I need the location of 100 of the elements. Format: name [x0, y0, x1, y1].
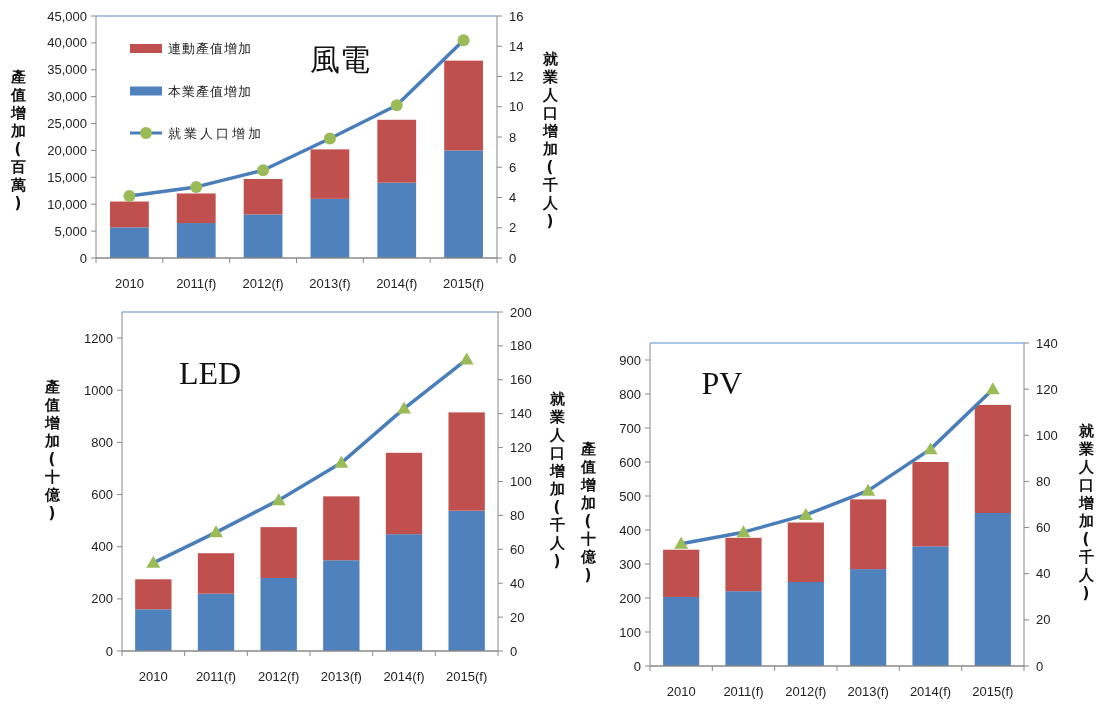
x-tick-label: 2014(f) — [909, 684, 952, 699]
bar — [912, 546, 949, 666]
y2-tick-label: 40 — [510, 575, 525, 591]
y-tick-label: 800 — [91, 434, 113, 450]
y-tick-label: 200 — [619, 590, 641, 606]
y-tick-label: 0 — [633, 658, 641, 674]
y-tick-label: 700 — [619, 420, 641, 436]
y-tick-label: 30,000 — [47, 89, 87, 105]
y2-tick-label: 20 — [1036, 612, 1051, 628]
y2-tick-label: 160 — [510, 372, 532, 388]
x-tick-label: 2010 — [666, 684, 696, 699]
y2-tick-label: 120 — [1036, 381, 1058, 397]
bar — [377, 119, 417, 183]
y-tick-label: 400 — [619, 522, 641, 538]
bar — [176, 223, 216, 258]
bar — [850, 569, 887, 666]
y2-tick-label: 0 — [509, 250, 517, 266]
bar — [663, 596, 700, 666]
x-tick-label: 2010 — [138, 669, 168, 684]
y2-tick-label: 100 — [510, 474, 532, 490]
y2-tick-label: 2 — [509, 220, 517, 236]
y-tick-label: 300 — [619, 556, 641, 572]
x-tick-label: 2012(f) — [258, 669, 300, 684]
bar — [663, 549, 700, 597]
bar — [110, 227, 149, 258]
bar — [385, 452, 423, 535]
bar — [787, 522, 824, 583]
x-tick-label: 2012(f) — [242, 276, 284, 291]
y-tick-label: 900 — [619, 352, 641, 368]
x-tick-label: 2012(f) — [785, 684, 827, 699]
y-tick-label: 600 — [91, 487, 113, 503]
y2-tick-label: 6 — [509, 159, 517, 175]
legend-label: 本業產值增加 — [168, 83, 252, 99]
bar — [974, 404, 1011, 513]
y2-tick-label: 60 — [510, 541, 525, 557]
bar — [135, 579, 172, 610]
y-tick-label: 25,000 — [47, 116, 87, 132]
y2-tick-label: 0 — [510, 643, 518, 659]
y2-tick-label: 0 — [1036, 658, 1044, 674]
y-tick-label: 45,000 — [47, 8, 87, 24]
y-axis-title: 產值增加(十億) — [43, 377, 61, 522]
bar — [725, 537, 762, 592]
x-tick-label: 2011(f) — [195, 669, 237, 684]
x-tick-label: 2015(f) — [972, 684, 1014, 699]
text: 風電 — [310, 42, 370, 77]
legend-label: 就業人口增加 — [168, 126, 264, 141]
y-tick-label: 5,000 — [54, 223, 87, 239]
x-tick-label: 2011(f) — [176, 276, 217, 291]
y2-tick-label: 120 — [510, 440, 532, 456]
bar — [243, 214, 283, 258]
y-axis-title: 產值增加(百萬) — [9, 67, 26, 212]
y2-tick-label: 80 — [1036, 473, 1051, 489]
x-tick-label: 2013(f) — [309, 276, 351, 291]
y2-tick-label: 140 — [510, 406, 532, 422]
y-tick-label: 20,000 — [47, 142, 87, 158]
y-tick-label: 0 — [79, 250, 87, 266]
bar — [787, 582, 824, 666]
bar — [323, 560, 360, 651]
bar — [310, 149, 350, 199]
y-tick-label: 600 — [619, 454, 641, 470]
y-tick-label: 15,000 — [47, 169, 87, 185]
y-tick-label: 40,000 — [47, 35, 87, 51]
text: LED — [178, 355, 242, 391]
y2-tick-label: 100 — [1036, 427, 1058, 443]
x-tick-label: 2010 — [114, 276, 144, 291]
bar — [448, 412, 485, 511]
bar — [725, 591, 762, 666]
y-tick-label: 500 — [619, 488, 641, 504]
y2-tick-label: 12 — [509, 69, 524, 85]
y-tick-label: 200 — [91, 591, 113, 607]
y-tick-label: 0 — [105, 643, 113, 659]
text: 就業人口增加(千人) — [1078, 421, 1094, 602]
bar — [197, 593, 235, 651]
bar — [448, 510, 485, 651]
bar — [323, 496, 360, 561]
bar — [197, 553, 235, 594]
bar — [176, 193, 216, 224]
bar — [135, 609, 172, 651]
y-tick-label: 800 — [619, 386, 641, 402]
y2-tick-label: 4 — [509, 190, 517, 206]
y-tick-label: 10,000 — [47, 196, 87, 212]
x-tick-label: 2014(f) — [383, 669, 425, 684]
y2-tick-label: 14 — [509, 38, 524, 54]
bar — [444, 60, 483, 151]
x-tick-label: 2015(f) — [442, 276, 485, 291]
bar — [912, 462, 949, 547]
bar — [850, 499, 887, 570]
y2-tick-label: 80 — [510, 507, 525, 523]
bar — [243, 178, 283, 215]
y2-tick-label: 20 — [510, 609, 525, 625]
x-tick-label: 2013(f) — [320, 669, 362, 684]
x-tick-label: 2011(f) — [723, 684, 764, 699]
y2-tick-label: 10 — [509, 99, 524, 115]
y2-tick-label: 16 — [509, 8, 524, 24]
y-axis-title: 產值增加(十億) — [579, 439, 597, 584]
y-tick-label: 100 — [619, 624, 641, 640]
y-tick-label: 35,000 — [47, 62, 87, 78]
legend-label: 連動產值增加 — [168, 41, 252, 56]
y-tick-label: 1000 — [84, 382, 113, 398]
bar — [310, 198, 350, 258]
